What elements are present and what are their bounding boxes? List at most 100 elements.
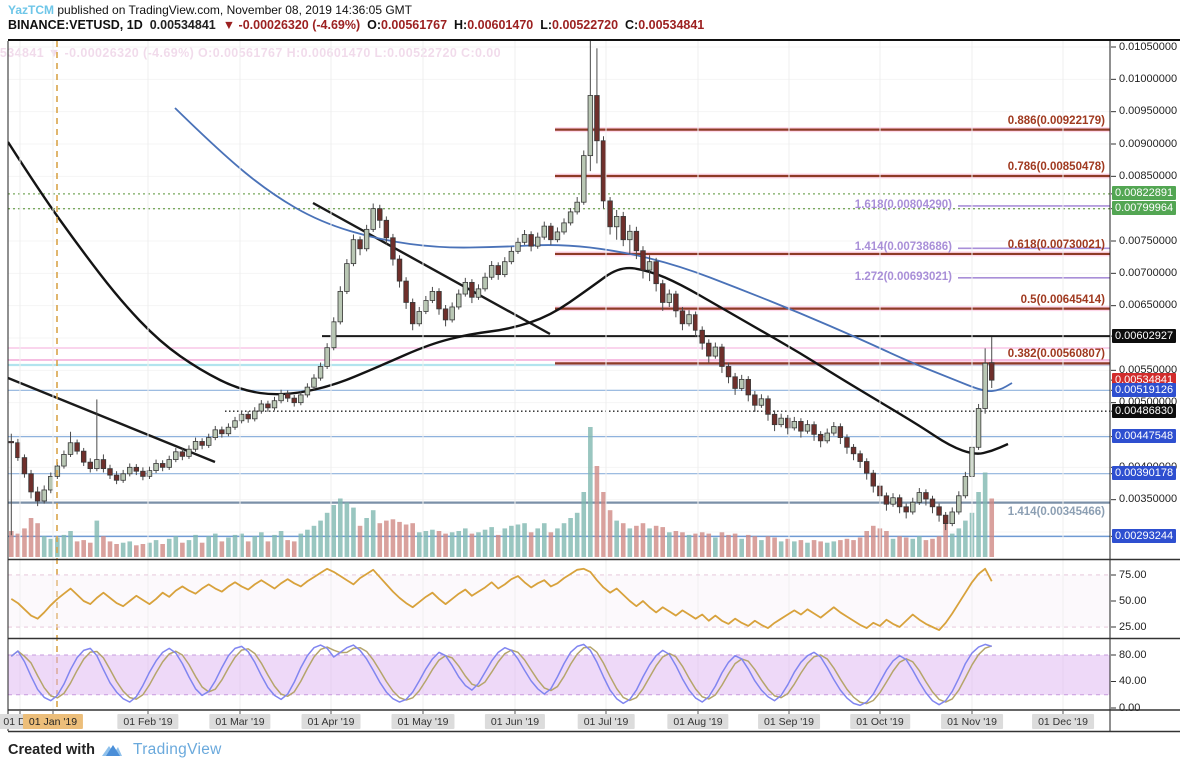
candle-body (133, 466, 140, 472)
volume-bar (449, 532, 455, 557)
candle-body (48, 475, 54, 491)
candle-body (673, 293, 679, 312)
author-name[interactable]: YazTCM (8, 3, 55, 17)
candle-body (357, 239, 363, 250)
volume-bar (561, 523, 567, 557)
volume-bar (805, 542, 810, 557)
candle-body (462, 281, 469, 295)
candle-body (159, 463, 166, 468)
volume-bar (884, 531, 889, 557)
candle-body (403, 280, 409, 303)
volume-bar (278, 531, 284, 557)
volume-bar (588, 427, 593, 557)
volume-bar (252, 536, 258, 557)
rsi-line[interactable] (10, 567, 993, 632)
volume-bar (778, 541, 784, 557)
candle-body (449, 306, 455, 321)
volume-bar (785, 538, 791, 557)
rsi-band-fill (8, 575, 1110, 627)
last-price: 0.00534841 (149, 18, 216, 32)
candle-body (8, 441, 14, 444)
candle-body (929, 498, 936, 508)
candle-body (245, 413, 251, 420)
volume-bar (9, 531, 14, 557)
candle-body (725, 366, 732, 378)
volume-bar (522, 523, 527, 557)
volume-bar (423, 531, 429, 557)
candle-body (80, 450, 87, 463)
ma-black-line[interactable] (8, 141, 1009, 455)
candle-body (798, 421, 804, 432)
candle-body (120, 473, 126, 481)
candle-body (837, 426, 844, 438)
stoch-k-line[interactable] (10, 643, 992, 707)
volume-bar (489, 527, 494, 557)
candle-body (350, 239, 357, 265)
volume-bar (640, 523, 646, 557)
candle-body (140, 470, 146, 477)
volume-bar (35, 523, 40, 557)
candle-body (719, 346, 725, 367)
volume-bar (890, 538, 896, 557)
volume-bar (653, 525, 659, 557)
volume-bar (627, 528, 633, 557)
candle-body (205, 437, 212, 446)
price-pane[interactable] (8, 39, 1110, 557)
candle-body (456, 293, 462, 308)
candle-body (317, 366, 324, 379)
volume-bar (390, 519, 396, 557)
volume-bar (28, 518, 34, 557)
tradingview-logo-icon[interactable] (101, 742, 127, 758)
volume-bar (831, 541, 837, 557)
candle-body (166, 459, 172, 468)
volume-bar (226, 537, 231, 557)
volume-bar (324, 512, 330, 557)
trendline[interactable] (312, 201, 551, 336)
candle-body (179, 451, 186, 457)
candle-body (127, 466, 133, 475)
candle-body (587, 95, 594, 157)
volume-bar (180, 542, 185, 557)
volume-bar (311, 525, 317, 557)
candle-body (607, 200, 613, 228)
volume-bar (982, 472, 988, 557)
candle-body (265, 403, 271, 409)
volume-bar (713, 537, 718, 557)
volume-bar (956, 528, 962, 557)
volume-bar (291, 541, 297, 557)
volume-bar (949, 533, 955, 557)
trendline[interactable] (8, 376, 216, 464)
candle-body (758, 398, 765, 406)
candle-body (409, 302, 416, 325)
candle-body (100, 459, 107, 470)
candle-body (554, 231, 561, 241)
symbol-name[interactable]: BINANCE:VETUSD, 1D (8, 18, 143, 32)
candle-body (706, 342, 712, 357)
volume-bar (22, 528, 27, 557)
volume-bar (370, 510, 376, 557)
volume-bar (344, 502, 350, 557)
volume-bar (601, 492, 606, 557)
tradingview-brand[interactable]: TradingView (133, 741, 222, 758)
candle-body (324, 347, 330, 367)
volume-bar (173, 536, 179, 557)
volume-bar (206, 536, 211, 557)
ma-blue-line[interactable] (174, 107, 1013, 393)
candle-body (304, 386, 311, 396)
volume-bar (364, 518, 369, 557)
volume-bar (272, 534, 277, 557)
candle-body (508, 250, 515, 263)
volume-bar (818, 541, 823, 557)
candle-body (738, 378, 745, 389)
volume-bar (147, 542, 152, 557)
volume-bar (699, 532, 705, 557)
volume-bar (864, 531, 869, 557)
candle-body (962, 475, 969, 497)
symbol-legend[interactable]: BINANCE:VETUSD, 1D 0.00534841 ▼ -0.00026… (8, 18, 704, 32)
candle-body (396, 258, 403, 282)
candle-body (192, 441, 199, 450)
candle-body (199, 441, 205, 446)
volume-bar (436, 531, 442, 557)
candle-body (745, 378, 751, 396)
